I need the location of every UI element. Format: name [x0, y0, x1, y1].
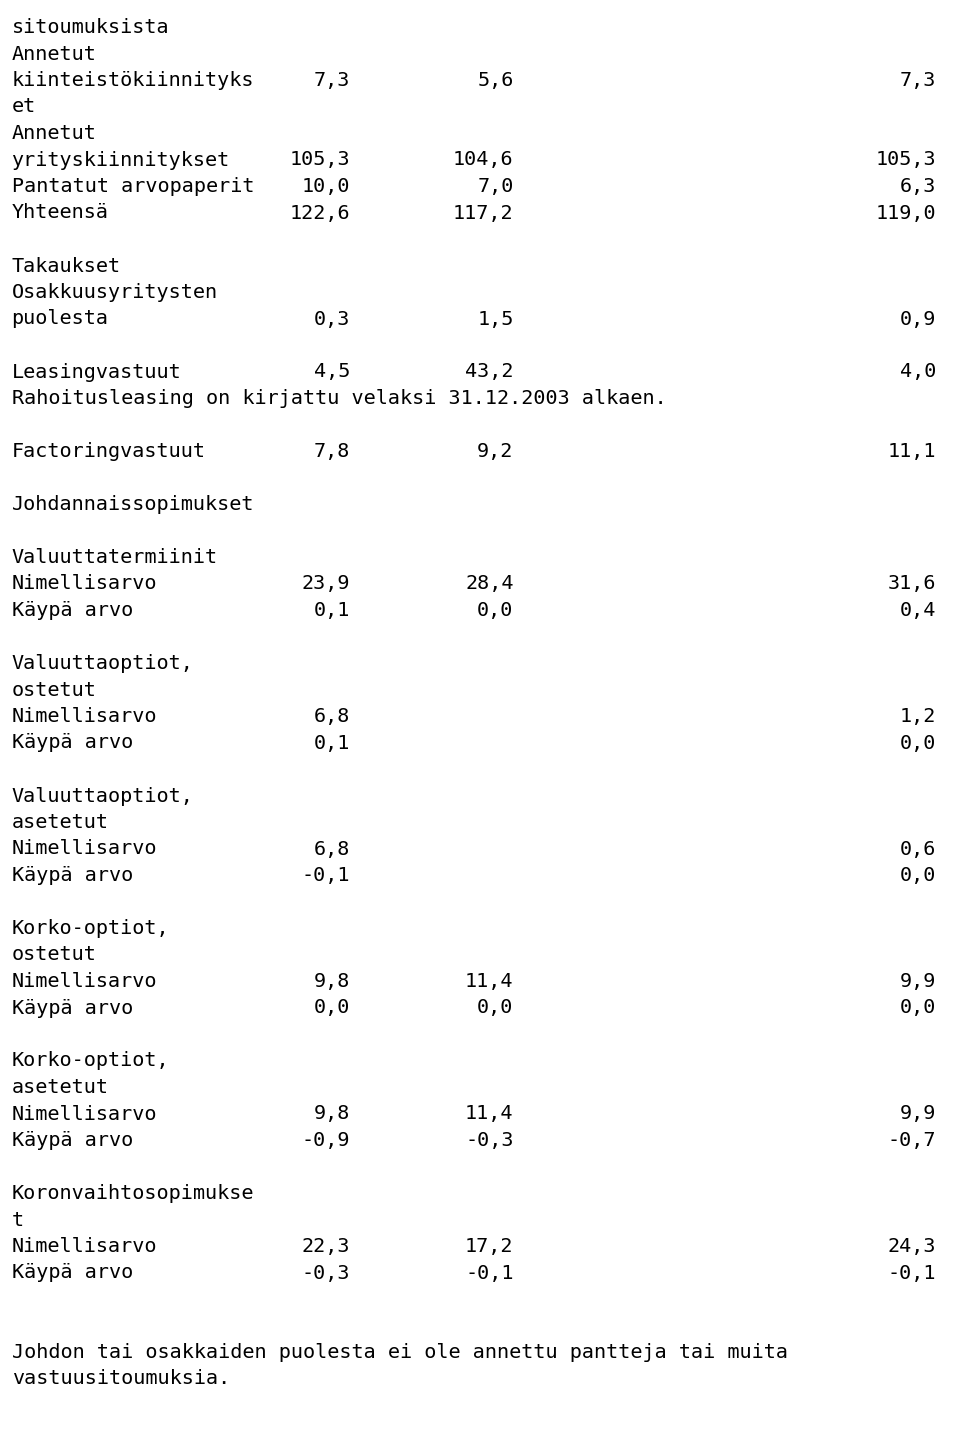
Text: 105,3: 105,3: [290, 151, 350, 169]
Text: Annetut: Annetut: [12, 123, 96, 143]
Text: 0,0: 0,0: [314, 998, 350, 1018]
Text: 6,8: 6,8: [314, 839, 350, 859]
Text: -0,1: -0,1: [887, 1263, 936, 1282]
Text: 0,9: 0,9: [900, 310, 936, 328]
Text: 0,1: 0,1: [314, 734, 350, 753]
Text: Johdon tai osakkaiden puolesta ei ole annettu pantteja tai muita: Johdon tai osakkaiden puolesta ei ole an…: [12, 1344, 787, 1362]
Text: 11,4: 11,4: [465, 1104, 514, 1123]
Text: 22,3: 22,3: [301, 1238, 350, 1256]
Text: 0,0: 0,0: [900, 998, 936, 1018]
Text: kiinteistökiinnityks: kiinteistökiinnityks: [12, 72, 254, 90]
Text: 5,6: 5,6: [477, 72, 514, 90]
Text: 28,4: 28,4: [465, 575, 514, 594]
Text: Takaukset: Takaukset: [12, 257, 121, 275]
Text: 0,0: 0,0: [477, 998, 514, 1018]
Text: 11,1: 11,1: [887, 442, 936, 460]
Text: 0,3: 0,3: [314, 310, 350, 328]
Text: puolesta: puolesta: [12, 310, 108, 328]
Text: 1,5: 1,5: [477, 310, 514, 328]
Text: Johdannaissopimukset: Johdannaissopimukset: [12, 495, 254, 513]
Text: 0,4: 0,4: [900, 601, 936, 619]
Text: Pantatut arvopaperit: Pantatut arvopaperit: [12, 176, 254, 196]
Text: Yhteensä: Yhteensä: [12, 204, 108, 222]
Text: 9,9: 9,9: [900, 972, 936, 991]
Text: 104,6: 104,6: [453, 151, 514, 169]
Text: Nimellisarvo: Nimellisarvo: [12, 1104, 157, 1123]
Text: Koronvaihtosopimukse: Koronvaihtosopimukse: [12, 1184, 254, 1203]
Text: -0,1: -0,1: [465, 1263, 514, 1282]
Text: Nimellisarvo: Nimellisarvo: [12, 972, 157, 991]
Text: Käypä arvo: Käypä arvo: [12, 734, 132, 753]
Text: 9,8: 9,8: [314, 1104, 350, 1123]
Text: 31,6: 31,6: [887, 575, 936, 594]
Text: 17,2: 17,2: [465, 1238, 514, 1256]
Text: Korko-optiot,: Korko-optiot,: [12, 919, 169, 938]
Text: 9,9: 9,9: [900, 1104, 936, 1123]
Text: Käypä arvo: Käypä arvo: [12, 1131, 132, 1150]
Text: 7,8: 7,8: [314, 442, 350, 460]
Text: 7,3: 7,3: [900, 72, 936, 90]
Text: -0,9: -0,9: [301, 1131, 350, 1150]
Text: 4,0: 4,0: [900, 363, 936, 381]
Text: 0,0: 0,0: [477, 601, 514, 619]
Text: Valuuttaoptiot,: Valuuttaoptiot,: [12, 654, 193, 673]
Text: 7,3: 7,3: [314, 72, 350, 90]
Text: Factoringvastuut: Factoringvastuut: [12, 442, 205, 460]
Text: Käypä arvo: Käypä arvo: [12, 998, 132, 1018]
Text: 24,3: 24,3: [887, 1238, 936, 1256]
Text: Nimellisarvo: Nimellisarvo: [12, 707, 157, 726]
Text: et: et: [12, 98, 36, 116]
Text: sitoumuksista: sitoumuksista: [12, 19, 169, 37]
Text: ostetut: ostetut: [12, 945, 96, 965]
Text: Käypä arvo: Käypä arvo: [12, 601, 132, 619]
Text: Nimellisarvo: Nimellisarvo: [12, 575, 157, 594]
Text: 0,6: 0,6: [900, 839, 936, 859]
Text: Valuuttaoptiot,: Valuuttaoptiot,: [12, 786, 193, 806]
Text: ostetut: ostetut: [12, 681, 96, 700]
Text: 6,8: 6,8: [314, 707, 350, 726]
Text: 1,2: 1,2: [900, 707, 936, 726]
Text: yrityskiinnitykset: yrityskiinnitykset: [12, 151, 229, 169]
Text: Käypä arvo: Käypä arvo: [12, 866, 132, 885]
Text: Valuuttatermiinit: Valuuttatermiinit: [12, 548, 218, 566]
Text: asetetut: asetetut: [12, 813, 108, 832]
Text: 119,0: 119,0: [876, 204, 936, 222]
Text: 9,2: 9,2: [477, 442, 514, 460]
Text: 9,8: 9,8: [314, 972, 350, 991]
Text: 0,0: 0,0: [900, 734, 936, 753]
Text: Käypä arvo: Käypä arvo: [12, 1263, 132, 1282]
Text: Osakkuusyritysten: Osakkuusyritysten: [12, 282, 218, 303]
Text: 105,3: 105,3: [876, 151, 936, 169]
Text: -0,3: -0,3: [301, 1263, 350, 1282]
Text: Nimellisarvo: Nimellisarvo: [12, 1238, 157, 1256]
Text: 7,0: 7,0: [477, 176, 514, 196]
Text: 117,2: 117,2: [453, 204, 514, 222]
Text: Annetut: Annetut: [12, 44, 96, 63]
Text: 23,9: 23,9: [301, 575, 350, 594]
Text: 43,2: 43,2: [465, 363, 514, 381]
Text: 6,3: 6,3: [900, 176, 936, 196]
Text: vastuusitoumuksia.: vastuusitoumuksia.: [12, 1369, 229, 1388]
Text: -0,3: -0,3: [465, 1131, 514, 1150]
Text: -0,7: -0,7: [887, 1131, 936, 1150]
Text: -0,1: -0,1: [301, 866, 350, 885]
Text: Nimellisarvo: Nimellisarvo: [12, 839, 157, 859]
Text: Leasingvastuut: Leasingvastuut: [12, 363, 181, 381]
Text: 0,1: 0,1: [314, 601, 350, 619]
Text: 0,0: 0,0: [900, 866, 936, 885]
Text: Rahoitusleasing on kirjattu velaksi 31.12.2003 alkaen.: Rahoitusleasing on kirjattu velaksi 31.1…: [12, 389, 666, 409]
Text: 11,4: 11,4: [465, 972, 514, 991]
Text: 10,0: 10,0: [301, 176, 350, 196]
Text: asetetut: asetetut: [12, 1078, 108, 1097]
Text: 4,5: 4,5: [314, 363, 350, 381]
Text: Korko-optiot,: Korko-optiot,: [12, 1051, 169, 1071]
Text: t: t: [12, 1210, 24, 1229]
Text: 122,6: 122,6: [290, 204, 350, 222]
